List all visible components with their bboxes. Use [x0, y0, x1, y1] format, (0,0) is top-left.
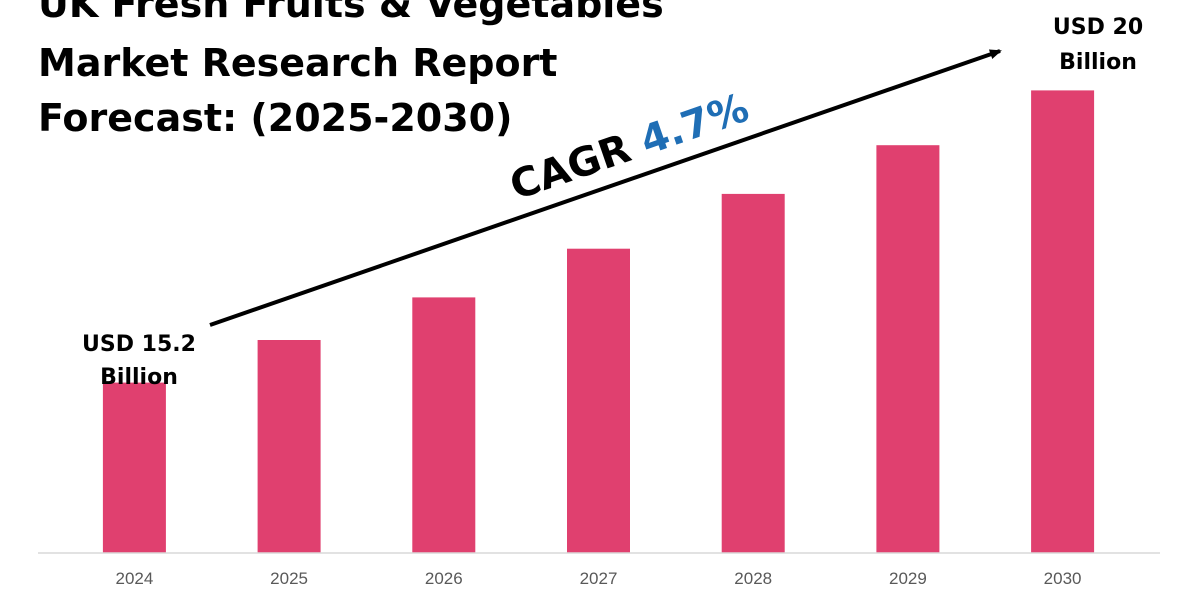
growth-arrow — [209, 49, 1002, 327]
start-value-line-2: Billion — [100, 365, 178, 390]
chart-title: UK Fresh Fruits & Vegetables Market Rese… — [38, 0, 664, 140]
end-value-line-2: Billion — [1059, 50, 1137, 75]
x-tick-label-2028: 2028 — [734, 569, 772, 588]
start-value-line-1: USD 15.2 — [82, 332, 196, 357]
end-value-line-1: USD 20 — [1053, 15, 1143, 40]
bar-2027 — [567, 248, 630, 553]
bar-2024 — [102, 382, 166, 553]
bars — [102, 90, 1095, 554]
bar-2028 — [721, 193, 785, 553]
cagr-value: 4.7% — [635, 85, 755, 165]
x-tick-label-2029: 2029 — [889, 569, 927, 588]
x-tick-label-2027: 2027 — [580, 569, 618, 588]
x-tick-label-2024: 2024 — [115, 569, 153, 588]
start-value-callout: USD 15.2 Billion — [82, 332, 196, 390]
title-line-3: Forecast: (2025-2030) — [38, 96, 512, 140]
bar-2025 — [257, 340, 321, 553]
end-value-callout: USD 20 Billion — [1053, 15, 1143, 75]
bar-2026 — [412, 297, 476, 553]
title-line-2: Market Research Report — [38, 41, 557, 85]
title-line-1: UK Fresh Fruits & Vegetables — [38, 0, 664, 26]
x-tick-label-2030: 2030 — [1044, 569, 1082, 588]
bar-2029 — [876, 145, 940, 553]
bar-2030 — [1031, 90, 1095, 554]
x-tick-label-2026: 2026 — [425, 569, 463, 588]
x-tick-label-2025: 2025 — [270, 569, 308, 588]
x-axis-ticks: 2024 2025 2026 2027 2028 2029 2030 — [115, 569, 1081, 588]
